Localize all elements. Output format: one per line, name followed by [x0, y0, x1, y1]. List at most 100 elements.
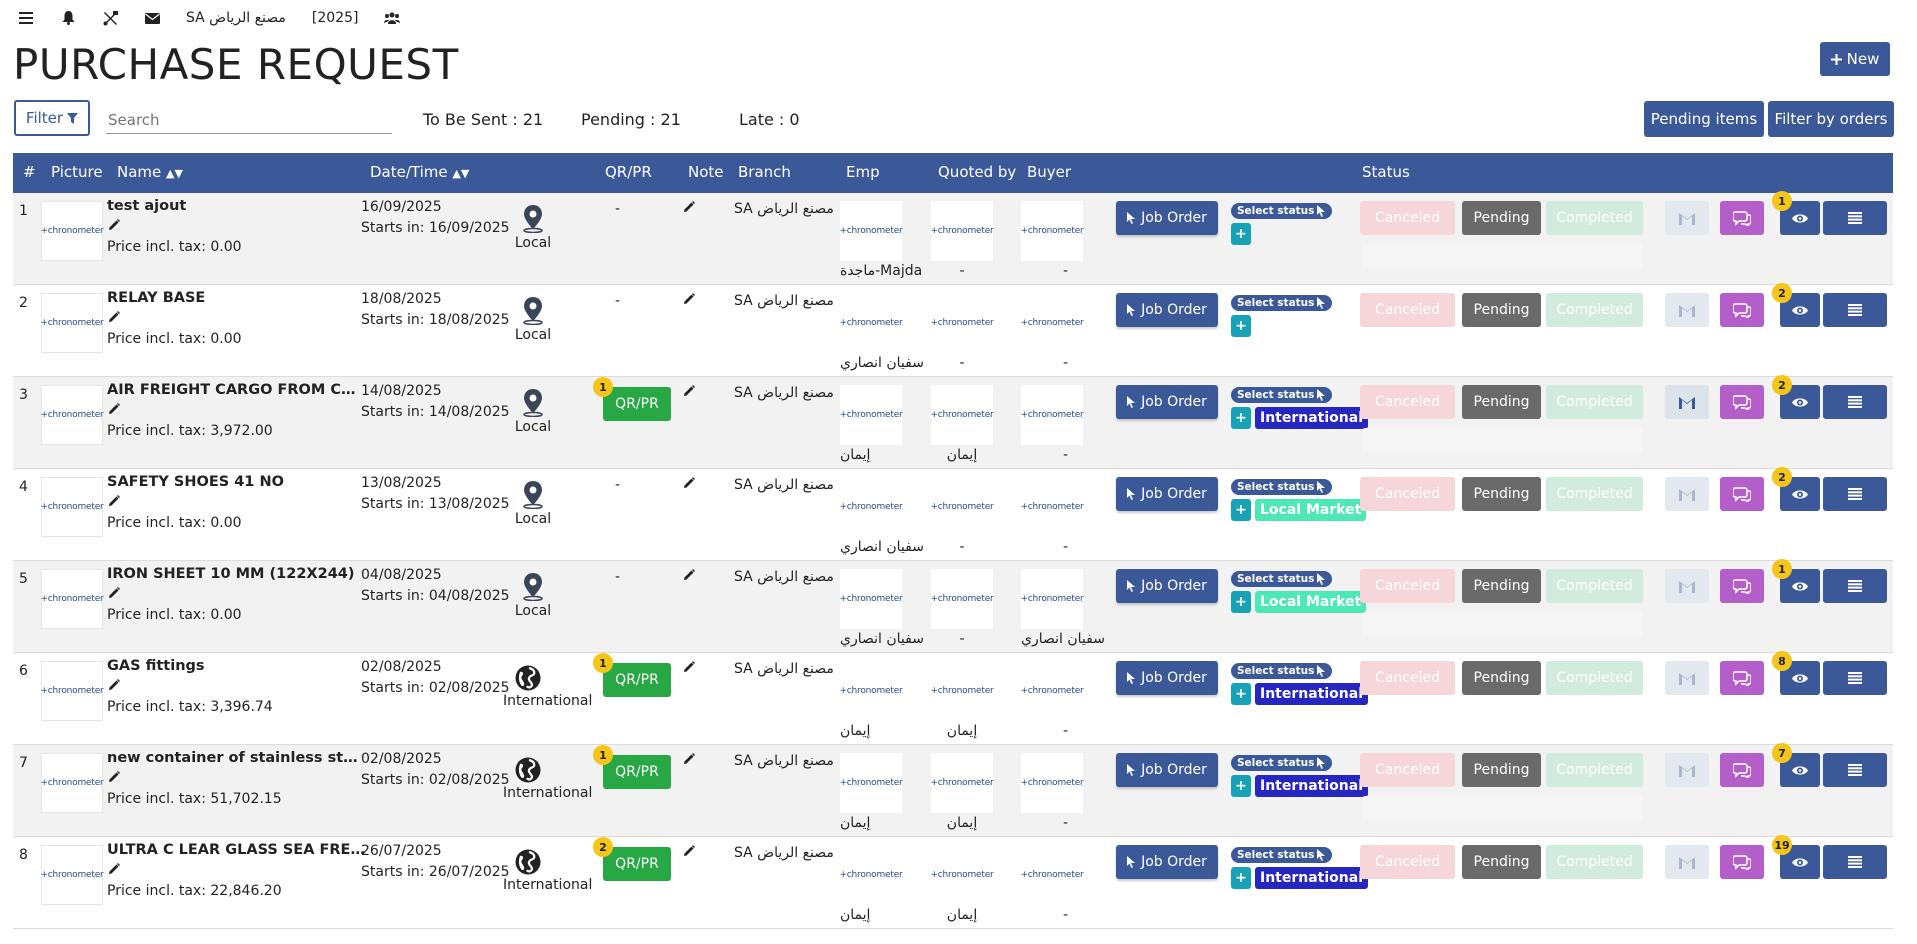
view-button[interactable]: 19 — [1772, 835, 1820, 879]
edit-name-button[interactable] — [108, 495, 120, 511]
qr-pr-button[interactable]: 1 QR/PR — [593, 745, 671, 789]
canceled-button[interactable]: Canceled — [1360, 845, 1455, 879]
pencil-icon[interactable] — [108, 219, 120, 231]
item-picture[interactable]: +chronometer — [40, 477, 104, 537]
canceled-button[interactable]: Canceled — [1360, 753, 1455, 787]
mail-button[interactable] — [1665, 845, 1709, 879]
pencil-icon[interactable] — [108, 311, 120, 323]
details-list-button[interactable] — [1823, 385, 1887, 419]
comments-button[interactable] — [1720, 201, 1764, 235]
completed-button[interactable]: Completed — [1546, 385, 1643, 419]
note-edit-button[interactable] — [683, 569, 695, 585]
details-list-button[interactable] — [1823, 293, 1887, 327]
pending-button[interactable]: Pending — [1462, 845, 1541, 879]
add-status-button[interactable]: + — [1231, 683, 1251, 705]
item-name[interactable]: SAFETY SHOES 41 NO — [107, 474, 284, 490]
view-button[interactable]: 1 — [1772, 191, 1820, 235]
pencil-icon[interactable] — [683, 753, 695, 765]
completed-button[interactable]: Completed — [1546, 293, 1643, 327]
edit-name-button[interactable] — [108, 403, 120, 419]
item-picture[interactable]: +chronometer — [40, 385, 104, 445]
canceled-button[interactable]: Canceled — [1360, 293, 1455, 327]
item-picture[interactable]: +chronometer — [40, 201, 104, 261]
item-name[interactable]: ULTRA C LEAR GLASS SEA FREIGHT — [107, 842, 367, 858]
add-status-button[interactable]: + — [1231, 867, 1251, 889]
canceled-button[interactable]: Canceled — [1360, 477, 1455, 511]
view-button[interactable]: 8 — [1772, 651, 1820, 695]
col-header-name[interactable]: Name ▲▼ — [117, 163, 183, 181]
job-order-button[interactable]: Job Order — [1116, 661, 1218, 695]
edit-name-button[interactable] — [108, 311, 120, 327]
mail-button[interactable] — [1665, 293, 1709, 327]
pencil-icon[interactable] — [683, 293, 695, 305]
pending-button[interactable]: Pending — [1462, 477, 1541, 511]
item-picture[interactable]: +chronometer — [40, 569, 104, 629]
mail-button[interactable] — [1665, 753, 1709, 787]
pending-button[interactable]: Pending — [1462, 753, 1541, 787]
qr-pr-button[interactable]: 1 QR/PR — [593, 377, 671, 421]
item-name[interactable]: AIR FREIGHT CARGO FROM CHINA — [107, 382, 367, 398]
qr-pr-button[interactable]: 2 QR/PR — [593, 837, 671, 881]
col-header-datetime[interactable]: Date/Time ▲▼ — [370, 163, 470, 181]
pending-button[interactable]: Pending — [1462, 201, 1541, 235]
note-edit-button[interactable] — [683, 661, 695, 677]
note-edit-button[interactable] — [683, 477, 695, 493]
details-list-button[interactable] — [1823, 477, 1887, 511]
add-status-button[interactable]: + — [1231, 775, 1251, 797]
details-list-button[interactable] — [1823, 845, 1887, 879]
note-edit-button[interactable] — [683, 293, 695, 309]
mail-button[interactable] — [1665, 661, 1709, 695]
pencil-icon[interactable] — [683, 845, 695, 857]
filter-by-orders-button[interactable]: Filter by orders — [1768, 101, 1894, 137]
pencil-icon[interactable] — [108, 587, 120, 599]
view-button[interactable]: 2 — [1772, 283, 1820, 327]
pencil-icon[interactable] — [108, 771, 120, 783]
details-list-button[interactable] — [1823, 201, 1887, 235]
table-row[interactable]: 7 +chronometer new container of stainles… — [13, 743, 1893, 837]
select-status-badge[interactable]: Select status — [1231, 663, 1333, 679]
table-row[interactable]: 8 +chronometer ULTRA C LEAR GLASS SEA FR… — [13, 835, 1893, 929]
canceled-button[interactable]: Canceled — [1360, 385, 1455, 419]
table-row[interactable]: 1 +chronometer test ajout Price incl. ta… — [13, 191, 1893, 285]
job-order-button[interactable]: Job Order — [1116, 845, 1218, 879]
details-list-button[interactable] — [1823, 661, 1887, 695]
note-edit-button[interactable] — [683, 753, 695, 769]
comments-button[interactable] — [1720, 753, 1764, 787]
add-status-button[interactable]: + — [1231, 407, 1251, 429]
select-status-badge[interactable]: Select status — [1231, 755, 1333, 771]
completed-button[interactable]: Completed — [1546, 201, 1643, 235]
item-name[interactable]: test ajout — [107, 198, 187, 214]
job-order-button[interactable]: Job Order — [1116, 753, 1218, 787]
mail-button[interactable] — [1665, 201, 1709, 235]
job-order-button[interactable]: Job Order — [1116, 569, 1218, 603]
comments-button[interactable] — [1720, 845, 1764, 879]
mail-button[interactable] — [1665, 477, 1709, 511]
table-row[interactable]: 2 +chronometer RELAY BASE Price incl. ta… — [13, 283, 1893, 377]
pencil-icon[interactable] — [683, 661, 695, 673]
table-row[interactable]: 5 +chronometer IRON SHEET 10 MM (122X244… — [13, 559, 1893, 653]
canceled-button[interactable]: Canceled — [1360, 201, 1455, 235]
completed-button[interactable]: Completed — [1546, 477, 1643, 511]
item-name[interactable]: GAS fittings — [107, 658, 205, 674]
table-row[interactable]: 3 +chronometer AIR FREIGHT CARGO FROM CH… — [13, 375, 1893, 469]
note-edit-button[interactable] — [683, 845, 695, 861]
completed-button[interactable]: Completed — [1546, 753, 1643, 787]
item-name[interactable]: RELAY BASE — [107, 290, 206, 306]
note-edit-button[interactable] — [683, 201, 695, 217]
job-order-button[interactable]: Job Order — [1116, 477, 1218, 511]
edit-name-button[interactable] — [108, 587, 120, 603]
canceled-button[interactable]: Canceled — [1360, 569, 1455, 603]
table-row[interactable]: 6 +chronometer GAS fittings Price incl. … — [13, 651, 1893, 745]
pencil-icon[interactable] — [683, 385, 695, 397]
view-button[interactable]: 2 — [1772, 467, 1820, 511]
company-name[interactable]: مصنع الرياض SA — [186, 10, 286, 26]
add-status-button[interactable]: + — [1231, 499, 1251, 521]
details-list-button[interactable] — [1823, 569, 1887, 603]
item-name[interactable]: new container of stainless steel c... — [107, 750, 367, 766]
menu-icon[interactable] — [18, 10, 34, 26]
comments-button[interactable] — [1720, 661, 1764, 695]
qr-pr-button[interactable]: 1 QR/PR — [593, 653, 671, 697]
edit-name-button[interactable] — [108, 863, 120, 879]
pencil-icon[interactable] — [683, 201, 695, 213]
pencil-icon[interactable] — [683, 569, 695, 581]
